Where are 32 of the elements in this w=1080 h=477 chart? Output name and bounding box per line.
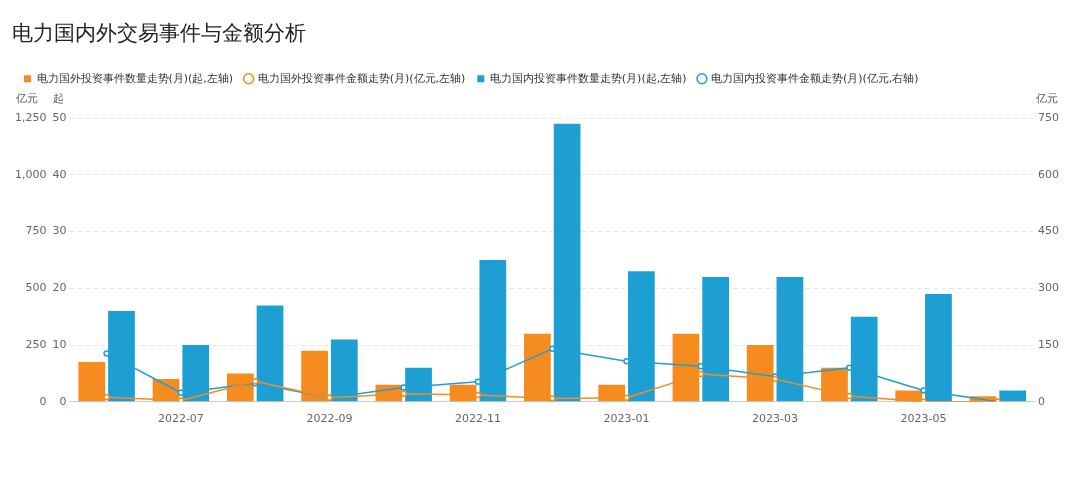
legend-label: 电力国外投资事件数量走势(月)(起,左轴): [36, 71, 234, 85]
legend-label: 电力国内投资事件金额走势(月)(亿元,右轴): [710, 71, 919, 85]
y3-tick-label: 500: [25, 281, 47, 295]
y3-tick-label: 250: [25, 337, 47, 351]
y2-tick-label: 300: [1038, 281, 1059, 295]
y3-tick-label: 1,250: [14, 111, 47, 125]
y-tick-label: 20: [52, 281, 67, 295]
x-tick-label: 2023-05: [900, 412, 947, 426]
x-tick-label: 2022-09: [306, 412, 353, 426]
y-tick-label: 40: [52, 167, 67, 181]
chart-title: 电力国内外交易事件与金额分析: [12, 21, 306, 46]
x-tick-label: 2022-11: [454, 412, 501, 426]
y3-axis-title: 亿元: [15, 91, 38, 105]
y2-tick-label: 150: [1038, 337, 1059, 351]
y2-tick-label: 450: [1038, 224, 1059, 238]
y2-tick-label: 0: [1038, 394, 1045, 408]
y3-tick-label: 0: [39, 394, 47, 408]
y2-axis-title: 亿元: [1035, 91, 1058, 105]
y3-tick-label: 750: [25, 224, 47, 238]
y-tick-label: 0: [59, 394, 67, 408]
y-axis-title: 起: [53, 91, 65, 105]
y2-tick-label: 600: [1038, 167, 1059, 181]
x-tick-label: 2023-01: [603, 412, 650, 426]
y3-tick-label: 1,000: [14, 167, 47, 181]
legend-label: 电力国外投资事件金额走势(月)(亿元,左轴): [257, 71, 466, 85]
y-tick-label: 10: [52, 337, 67, 351]
y-tick-label: 50: [52, 111, 67, 125]
x-tick-label: 2023-03: [752, 412, 799, 426]
legend-label: 电力国内投资事件数量走势(月)(起,左轴): [489, 71, 687, 85]
y2-tick-label: 750: [1038, 111, 1059, 125]
x-tick-label: 2022-07: [157, 412, 204, 426]
y-tick-label: 30: [52, 224, 67, 238]
